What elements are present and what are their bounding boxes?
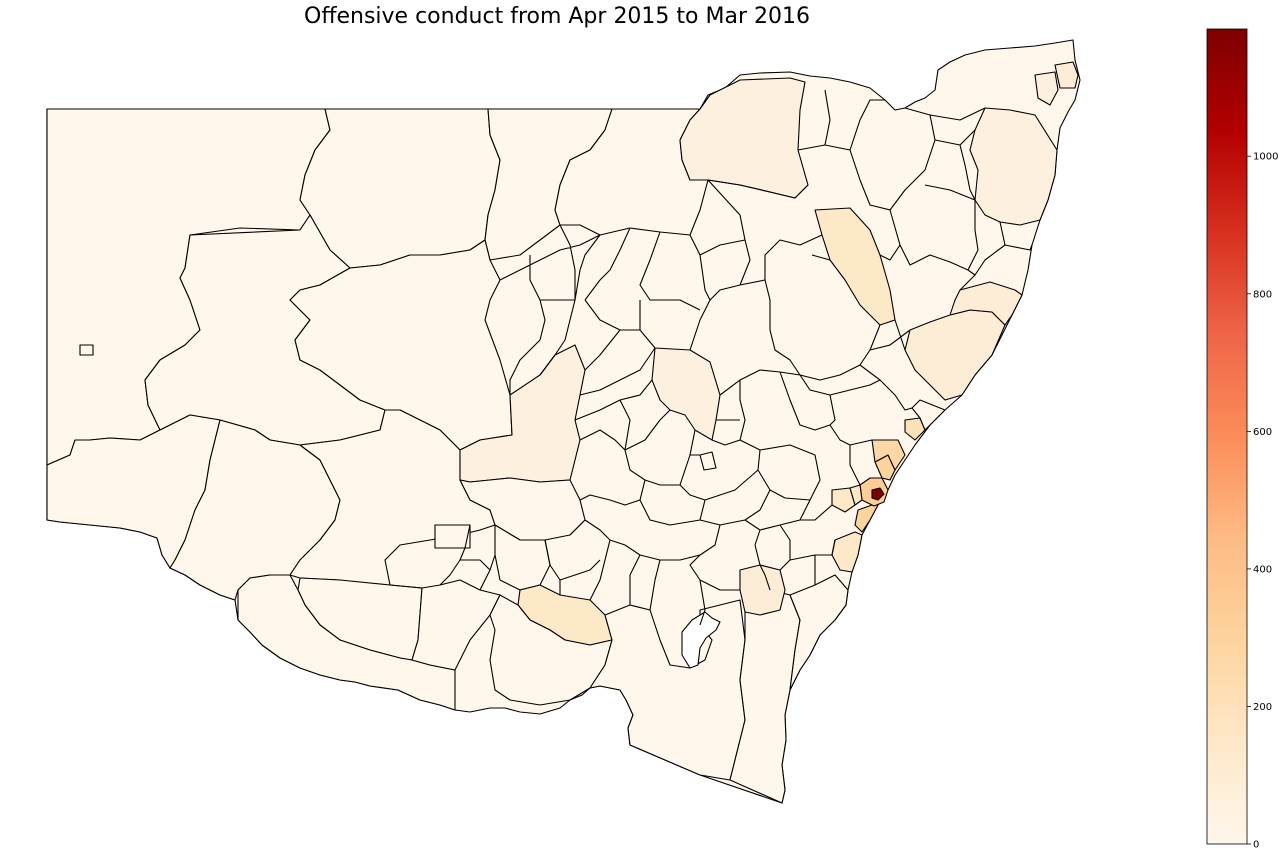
colorbar-tick-label: 800 — [1253, 289, 1272, 300]
lga-broken-hill — [79, 344, 94, 356]
lga-lismore — [1034, 71, 1059, 106]
lga-central-darling — [299, 108, 501, 269]
lga-blue-mountains — [831, 487, 856, 513]
lga-newcastle — [904, 417, 926, 441]
lga-clarence-valley — [969, 107, 1058, 226]
map-title: Offensive conduct from Apr 2015 to Mar 2… — [304, 4, 810, 29]
lga-hay — [289, 409, 496, 586]
colorbar-gradient — [1206, 28, 1248, 845]
lga-tweed — [1054, 61, 1079, 89]
lga-goulburn — [739, 564, 786, 616]
lga-bega — [789, 574, 849, 691]
colorbar-tick-label: 1000 — [1253, 152, 1278, 163]
colorbar: 0 200 400 600 800 1000 — [1206, 28, 1278, 851]
lga-boundaries-network — [439, 89, 1033, 626]
lga-lake-macquarie — [871, 439, 906, 471]
lga-penrith — [849, 484, 863, 506]
colorbar-ticks: 0 200 400 600 800 1000 — [1247, 152, 1278, 851]
lga-sydney-cbd — [871, 487, 885, 501]
lga-murray — [237, 574, 456, 711]
lga-coffs-harbour — [949, 281, 1023, 326]
lga-orange — [699, 451, 717, 471]
colorbar-tick-label: 600 — [1253, 427, 1272, 438]
lga-dubbo — [651, 347, 721, 441]
nsw-state-map — [46, 39, 1081, 804]
lga-moree — [679, 77, 809, 199]
lga-leeton — [434, 524, 471, 549]
lga-jerilderie — [389, 579, 501, 671]
colorbar-tick-label: 200 — [1253, 702, 1272, 713]
lga-act-hole — [681, 611, 721, 669]
colorbar-tick-label: 0 — [1253, 840, 1259, 851]
lga-tamworth — [814, 207, 896, 326]
lga-shoalhaven — [831, 531, 863, 573]
colorbar-tick-label: 400 — [1253, 564, 1272, 575]
